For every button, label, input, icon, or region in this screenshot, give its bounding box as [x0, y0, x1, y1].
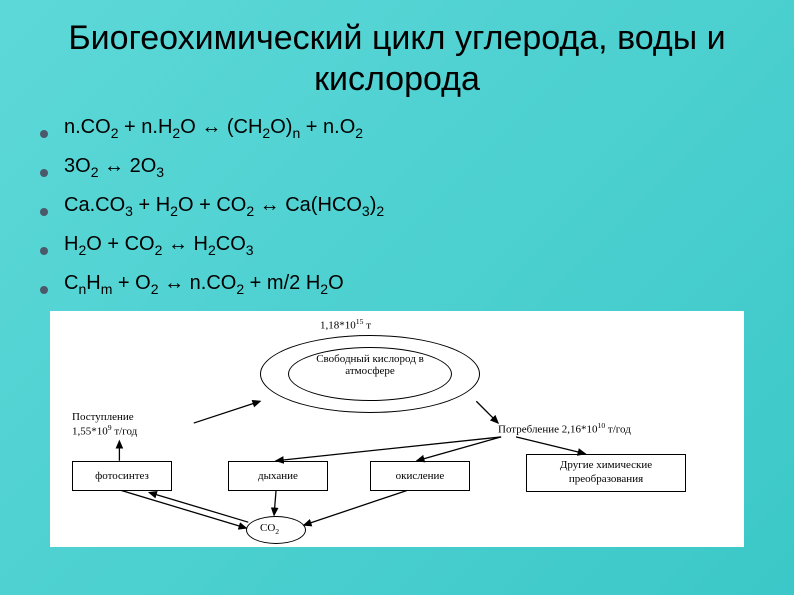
equation-text: CnHm + O2 ↔ n.CO2 + m/2 H2O	[64, 272, 344, 297]
bullet-icon	[40, 169, 48, 177]
equation-list: n.CO2 + n.H2O ↔ (CH2O)n + n.O2 3O2 ↔ 2O3…	[40, 116, 764, 297]
bullet-icon	[40, 130, 48, 138]
bullet-icon	[40, 247, 48, 255]
equation-item: Ca.CO3 + H2O + CO2 ↔ Ca(HCO3)2	[40, 194, 764, 219]
equation-item: H2O + CO2 ↔ H2CO3	[40, 233, 764, 258]
equation-text: Ca.CO3 + H2O + CO2 ↔ Ca(HCO3)2	[64, 194, 384, 219]
bullet-icon	[40, 208, 48, 216]
equation-item: CnHm + O2 ↔ n.CO2 + m/2 H2O	[40, 272, 764, 297]
co2-label: CO2	[260, 522, 279, 536]
box-oxidation: окисление	[370, 461, 470, 491]
oxygen-cycle-diagram: 1,18*1015 т Свободный кислород в атмосфе…	[50, 311, 744, 547]
box-other: Другие химические преобразования	[526, 454, 686, 492]
equation-text: 3O2 ↔ 2O3	[64, 155, 164, 180]
center-label: Свободный кислород в атмосфере	[308, 353, 432, 378]
top-value-label: 1,18*1015 т	[320, 317, 371, 332]
equation-item: 3O2 ↔ 2O3	[40, 155, 764, 180]
inflow-label: Поступление1,55*109 т/год	[72, 411, 192, 438]
equation-text: n.CO2 + n.H2O ↔ (CH2O)n + n.O2	[64, 116, 363, 141]
outflow-label: Потребление 2,16*1010 т/год	[498, 421, 708, 436]
equation-item: n.CO2 + n.H2O ↔ (CH2O)n + n.O2	[40, 116, 764, 141]
box-breathing: дыхание	[228, 461, 328, 491]
bullet-icon	[40, 286, 48, 294]
box-photosynthesis: фотосинтез	[72, 461, 172, 491]
equation-text: H2O + CO2 ↔ H2CO3	[64, 233, 254, 258]
page-title: Биогеохимический цикл углерода, воды и к…	[30, 18, 764, 100]
